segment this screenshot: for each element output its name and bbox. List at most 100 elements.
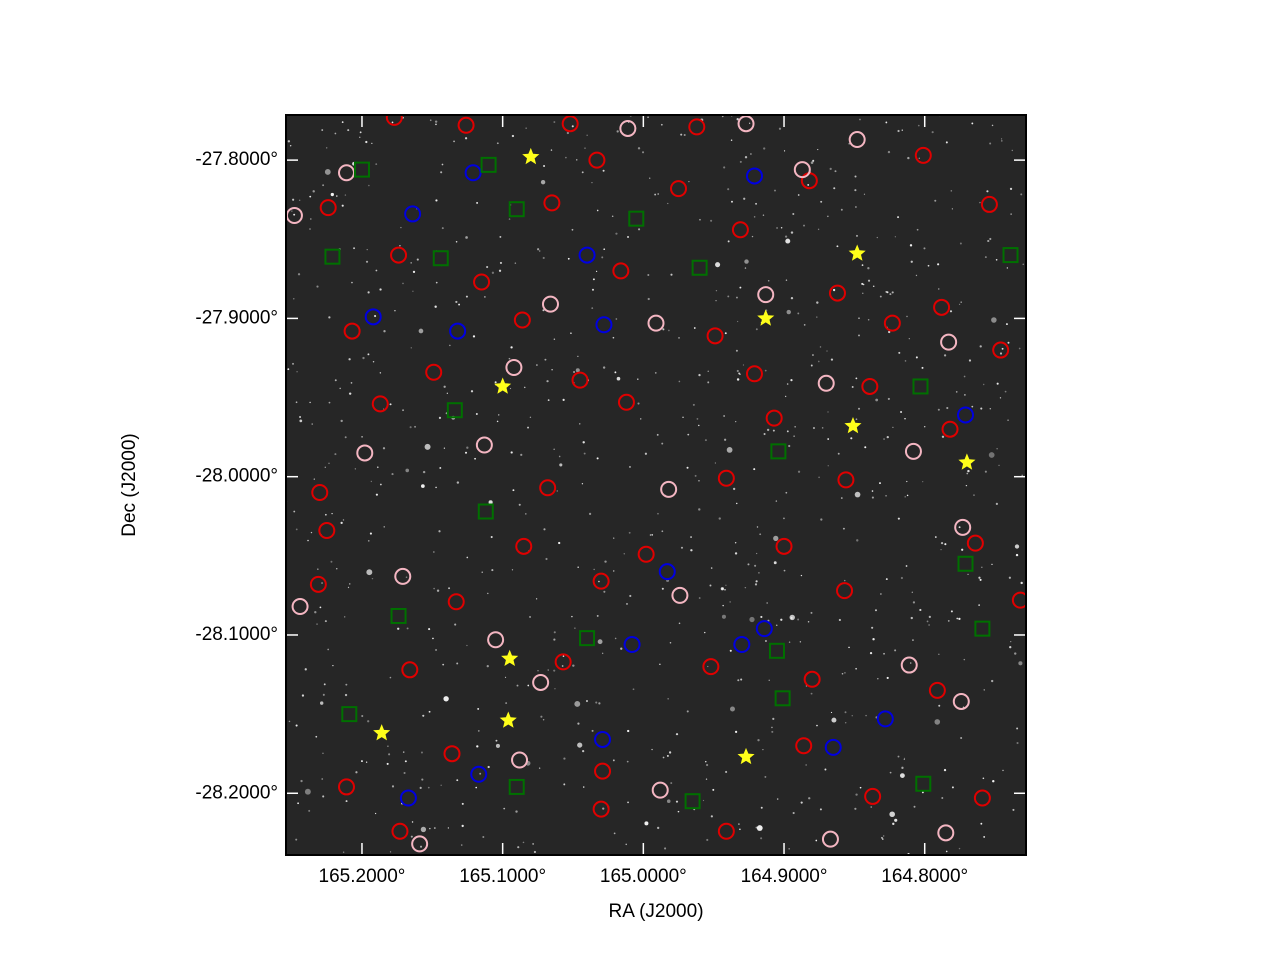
background-star — [931, 131, 934, 134]
background-star — [351, 281, 353, 284]
background-star — [859, 786, 862, 789]
background-star — [503, 807, 506, 810]
catalog-circle — [952, 692, 970, 710]
background-star — [296, 371, 298, 373]
catalog-circle — [848, 131, 866, 149]
background-star — [292, 198, 295, 201]
background-star — [913, 805, 916, 808]
background-star — [405, 576, 408, 579]
y-tick-label: -28.2000° — [195, 782, 278, 803]
background-star — [598, 580, 600, 583]
background-star — [958, 617, 961, 621]
background-star — [482, 835, 485, 838]
catalog-star — [499, 711, 517, 728]
catalog-circle — [706, 327, 724, 345]
background-star — [422, 470, 426, 474]
background-star — [766, 428, 770, 432]
background-star — [553, 638, 556, 641]
background-star — [863, 193, 866, 195]
background-star — [867, 279, 871, 282]
background-star — [756, 825, 763, 831]
background-star — [470, 390, 474, 393]
background-star — [879, 295, 882, 298]
catalog-circle — [623, 635, 641, 653]
background-star — [856, 539, 859, 542]
background-star — [786, 309, 791, 315]
background-star — [311, 423, 314, 425]
catalog-square — [774, 690, 791, 707]
background-star — [887, 150, 891, 154]
background-star — [327, 648, 329, 651]
background-star — [867, 267, 870, 270]
background-star — [882, 838, 884, 840]
background-star — [938, 704, 941, 707]
y-tick-label: -28.0000° — [195, 466, 278, 487]
background-star — [892, 426, 894, 428]
background-star — [292, 297, 295, 300]
background-star — [912, 601, 916, 604]
background-star — [986, 190, 989, 193]
background-star — [958, 303, 961, 306]
background-star — [562, 655, 565, 657]
background-star — [803, 224, 805, 227]
background-star — [322, 795, 325, 798]
background-star — [773, 561, 777, 565]
background-star — [876, 236, 878, 239]
background-star — [644, 452, 648, 455]
background-star — [858, 407, 861, 410]
background-star — [934, 199, 937, 202]
background-star — [955, 391, 958, 393]
background-star — [379, 372, 382, 374]
background-star — [601, 652, 604, 655]
background-star — [778, 127, 782, 130]
background-star — [995, 502, 999, 506]
background-star — [734, 542, 737, 544]
background-star — [545, 557, 548, 561]
background-star — [433, 827, 436, 829]
background-star — [794, 426, 796, 428]
background-star — [790, 231, 794, 234]
background-star — [694, 474, 697, 477]
background-star — [851, 386, 854, 388]
background-star — [945, 141, 948, 144]
background-star — [827, 438, 830, 440]
background-star — [614, 371, 617, 374]
background-star — [330, 560, 333, 563]
background-star — [749, 122, 751, 124]
background-star — [854, 491, 861, 498]
background-star — [433, 587, 435, 590]
catalog-circle — [980, 195, 998, 213]
background-star — [379, 483, 382, 486]
catalog-circle — [688, 118, 706, 136]
background-star — [466, 644, 468, 647]
background-star — [763, 433, 766, 436]
background-star — [1009, 646, 1012, 649]
catalog-circle — [836, 582, 854, 600]
background-star — [620, 647, 623, 650]
background-star — [869, 651, 873, 655]
sky-image-stars — [286, 115, 1025, 855]
background-star — [593, 568, 595, 571]
background-star — [919, 608, 922, 612]
background-star — [762, 214, 765, 216]
background-star — [886, 676, 889, 680]
background-star — [499, 235, 502, 238]
background-star — [632, 688, 635, 691]
background-star — [724, 588, 726, 591]
catalog-circle — [745, 167, 763, 185]
background-star — [638, 228, 641, 231]
background-star — [818, 476, 820, 479]
background-star — [486, 265, 489, 269]
catalog-circle — [470, 765, 488, 783]
background-star — [785, 491, 788, 494]
background-star — [465, 451, 468, 454]
catalog-star — [522, 147, 540, 165]
background-star — [940, 548, 942, 551]
background-star — [900, 576, 903, 580]
background-star — [487, 765, 490, 769]
background-star — [625, 843, 627, 846]
background-star — [867, 319, 870, 321]
background-star — [904, 496, 906, 498]
background-star — [756, 552, 758, 555]
background-star — [537, 248, 540, 251]
